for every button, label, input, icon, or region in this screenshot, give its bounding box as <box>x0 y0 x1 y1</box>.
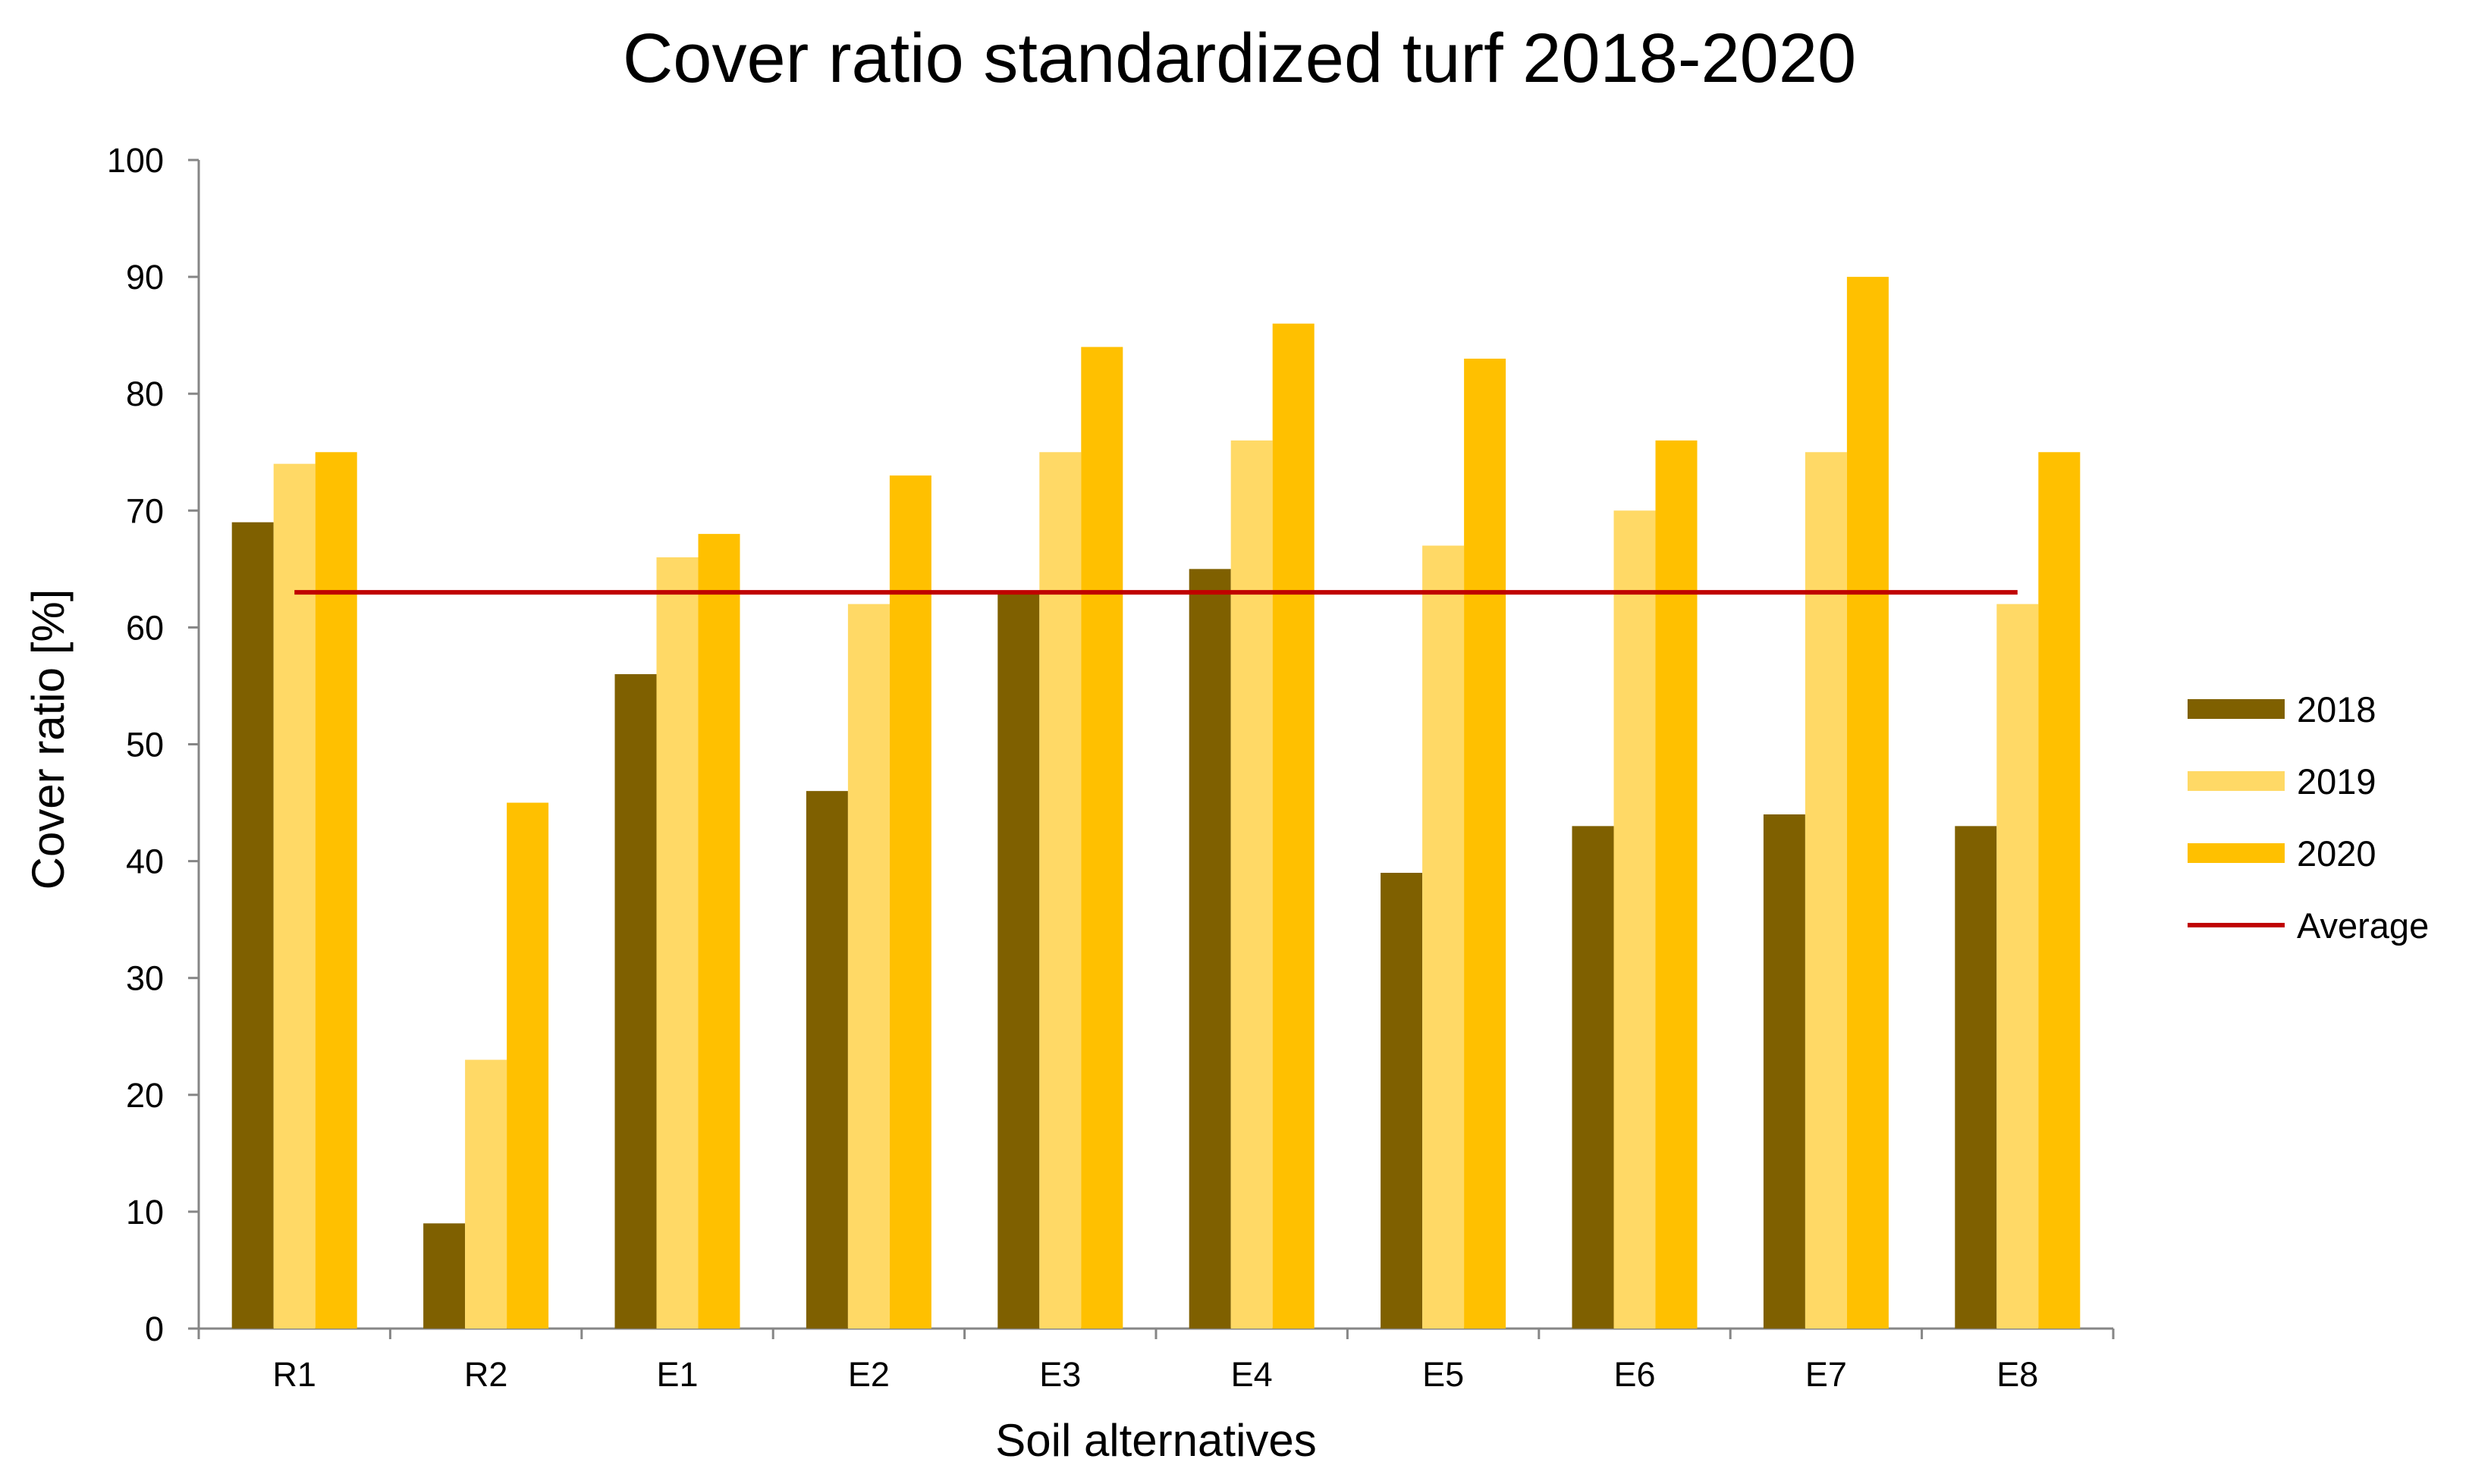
legend-label-average: Average <box>2297 905 2429 946</box>
y-tick-label: 50 <box>126 726 164 764</box>
chart-title: Cover ratio standardized turf 2018-2020 <box>623 20 1856 97</box>
bar-2018-R2 <box>423 1223 466 1329</box>
y-axis-ticks: 0 10 20 30 40 50 60 70 80 90 100 <box>107 141 199 1348</box>
bar-2018-E2 <box>806 791 848 1329</box>
x-tick-label: E1 <box>656 1355 698 1394</box>
bar-2018-E4 <box>1189 569 1231 1329</box>
bar-2020-E1 <box>698 534 740 1329</box>
bar-2019-E8 <box>1996 604 2039 1329</box>
bar-2019-R1 <box>273 463 316 1329</box>
bar-2018-E8 <box>1955 826 1997 1329</box>
y-tick-label: 40 <box>126 842 164 881</box>
y-tick-label: 90 <box>126 258 164 296</box>
bar-2018-R1 <box>231 522 274 1329</box>
y-tick-label: 20 <box>126 1076 164 1115</box>
legend-swatch-2019 <box>2188 771 2285 791</box>
bar-2020-E8 <box>2038 452 2081 1329</box>
legend-label-2019: 2019 <box>2297 761 2376 802</box>
bar-2020-E5 <box>1464 358 1506 1329</box>
y-tick-label: 30 <box>126 959 164 998</box>
y-tick-label: 60 <box>126 608 164 647</box>
y-tick-label: 10 <box>126 1193 164 1231</box>
bar-2019-E1 <box>656 557 699 1329</box>
bar-2019-E3 <box>1039 452 1082 1329</box>
legend-swatch-2018 <box>2188 699 2285 719</box>
legend-label-2020: 2020 <box>2297 833 2376 874</box>
bars <box>231 277 2081 1329</box>
bar-2019-E4 <box>1230 440 1273 1329</box>
bar-2020-E6 <box>1655 440 1698 1329</box>
bar-2019-E2 <box>847 604 890 1329</box>
bar-2020-R1 <box>315 452 357 1329</box>
bar-2018-E3 <box>997 592 1040 1329</box>
y-axis-label: Cover ratio [%] <box>23 589 74 890</box>
x-tick-label: E6 <box>1613 1355 1655 1394</box>
x-axis-ticks: R1 R2 E1 E2 E3 E4 E5 E6 E7 E8 <box>197 1329 2115 1394</box>
bar-2019-E5 <box>1422 545 1465 1329</box>
x-tick-label: R1 <box>272 1355 316 1394</box>
y-tick-label: 100 <box>107 141 164 180</box>
y-tick-label: 80 <box>126 375 164 413</box>
x-tick-label: E2 <box>848 1355 890 1394</box>
x-tick-label: E7 <box>1805 1355 1847 1394</box>
x-tick-label: E3 <box>1039 1355 1081 1394</box>
bar-2020-E7 <box>1846 277 1889 1329</box>
bar-2018-E5 <box>1381 873 1423 1329</box>
legend: 2018 2019 2020 Average <box>2188 689 2429 946</box>
bar-2020-R2 <box>507 802 549 1329</box>
bar-2020-E4 <box>1272 323 1315 1329</box>
legend-label-2018: 2018 <box>2297 689 2376 729</box>
bar-2018-E7 <box>1763 814 1805 1329</box>
x-tick-label: E4 <box>1231 1355 1273 1394</box>
x-tick-label: E5 <box>1422 1355 1464 1394</box>
bar-2019-E6 <box>1613 510 1656 1329</box>
legend-swatch-2020 <box>2188 843 2285 863</box>
x-tick-label: R2 <box>464 1355 508 1394</box>
y-tick-label: 70 <box>126 491 164 530</box>
x-axis-label: Soil alternatives <box>995 1415 1317 1466</box>
y-tick-label: 0 <box>145 1310 164 1348</box>
bar-2019-R2 <box>465 1059 507 1329</box>
bar-2020-E2 <box>889 475 931 1329</box>
bar-2018-E1 <box>614 674 657 1329</box>
bar-2020-E3 <box>1081 347 1123 1329</box>
bar-2018-E6 <box>1572 826 1614 1329</box>
bar-2019-E7 <box>1805 452 1847 1329</box>
x-tick-label: E8 <box>1996 1355 2038 1394</box>
